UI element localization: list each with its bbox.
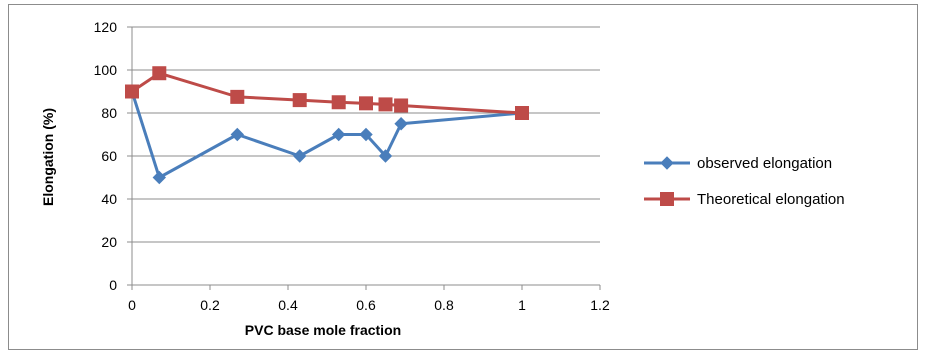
data-point xyxy=(331,95,346,110)
y-tick-label: 40 xyxy=(101,191,117,207)
y-tick-label: 120 xyxy=(94,19,118,35)
x-tick-label: 0.8 xyxy=(434,297,454,313)
x-tick-label: 0 xyxy=(128,297,136,313)
legend-marker xyxy=(660,192,674,206)
x-tick-label: 0.6 xyxy=(356,297,376,313)
series-line xyxy=(131,71,523,115)
x-tick-label: 1 xyxy=(518,297,526,313)
elongation-chart: 0 20 40 60 80 100 120 0 0.2 0.4 0.6 0.8 1 1.2 Elonga… xyxy=(40,19,845,338)
legend-marker xyxy=(660,156,674,170)
data-point xyxy=(125,84,139,99)
series-1 xyxy=(125,66,529,120)
y-tick-labels: 0 20 40 60 80 100 120 xyxy=(94,19,118,293)
chart-frame: 0 20 40 60 80 100 120 0 0.2 0.4 0.6 0.8 1 1.2 Elonga… xyxy=(8,4,918,350)
legend-item-0: observed elongation xyxy=(644,155,832,172)
data-point xyxy=(394,98,409,113)
data-point xyxy=(359,96,373,111)
y-tick-label: 60 xyxy=(101,148,117,164)
data-point xyxy=(378,97,393,112)
legend-label: Theoretical elongation xyxy=(697,191,845,208)
data-point xyxy=(359,127,373,142)
legend-label: observed elongation xyxy=(697,155,832,172)
y-tick-label: 100 xyxy=(94,62,118,78)
series-layer xyxy=(125,66,529,185)
data-point xyxy=(152,170,167,185)
x-tick-label: 0.4 xyxy=(278,297,298,313)
x-tick-label: 0.2 xyxy=(200,297,220,313)
data-point xyxy=(292,149,307,163)
x-tick-label: 1.2 xyxy=(590,297,610,313)
legend: observed elongation Theoretical elongatio… xyxy=(644,155,845,208)
data-point xyxy=(230,127,245,142)
axes xyxy=(127,26,601,290)
data-point xyxy=(152,66,167,81)
data-point xyxy=(292,93,307,108)
data-point xyxy=(394,117,408,131)
series-line xyxy=(130,91,523,179)
data-point xyxy=(515,106,529,120)
y-tick-label: 80 xyxy=(101,105,117,121)
y-axis-title: Elongation (%) xyxy=(40,108,56,206)
y-tick-label: 20 xyxy=(101,234,117,250)
data-point xyxy=(378,149,393,163)
data-point xyxy=(331,127,346,142)
legend-item-1: Theoretical elongation xyxy=(644,191,845,208)
x-tick-labels: 0 0.2 0.4 0.6 0.8 1 1.2 xyxy=(128,297,610,313)
gridlines xyxy=(132,26,600,243)
data-point xyxy=(230,89,245,104)
x-axis-title: PVC base mole fraction xyxy=(245,322,401,338)
y-tick-label: 0 xyxy=(109,277,117,293)
